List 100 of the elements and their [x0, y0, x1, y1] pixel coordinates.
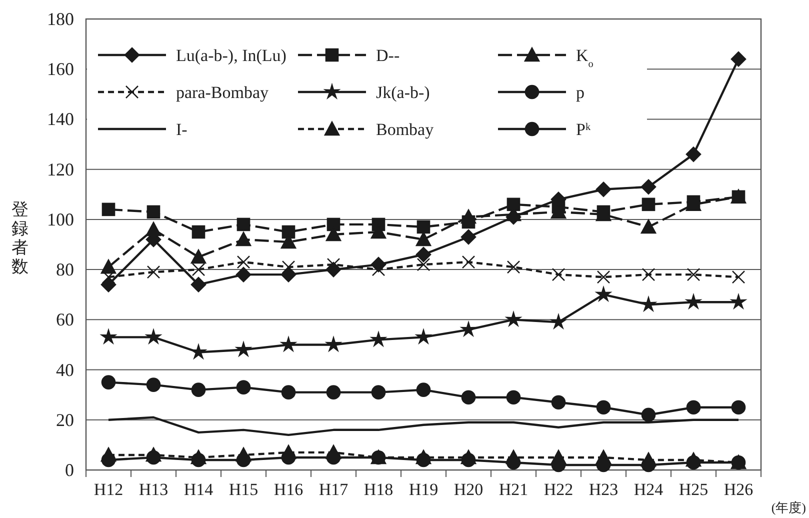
x-tick-label: H19: [408, 480, 438, 499]
legend-label: Jk(a-b-): [376, 83, 430, 102]
point: [236, 255, 250, 269]
point: [460, 209, 476, 224]
point: [236, 452, 251, 468]
y-tick-label: 60: [56, 310, 74, 330]
point: [686, 268, 700, 282]
point: [640, 179, 656, 195]
legend-label: D--: [376, 46, 400, 65]
point: [190, 344, 206, 359]
point: [462, 255, 476, 269]
point: [281, 385, 296, 400]
point: [642, 268, 656, 282]
legend-label: K$_{o}$: [576, 46, 594, 70]
point: [326, 450, 341, 465]
point: [191, 382, 206, 397]
x-tick-label: H23: [588, 480, 618, 499]
point: [596, 286, 612, 302]
point: [730, 294, 746, 309]
x-tick-label: H12: [94, 480, 124, 499]
point: [100, 329, 116, 344]
x-tick-label: H16: [274, 480, 304, 499]
x-tick-label: H25: [678, 480, 708, 499]
point: [146, 450, 161, 465]
y-tick-label: 80: [56, 260, 74, 280]
point: [506, 260, 520, 274]
x-tick-label: H13: [138, 480, 168, 499]
point: [506, 312, 522, 326]
x-tick-label: H21: [498, 480, 528, 499]
x-tick-label: H24: [634, 480, 664, 499]
point: [146, 205, 160, 219]
y-tick-label: 100: [47, 209, 74, 230]
x-tick-label: H22: [544, 480, 574, 499]
x-tick-label: H17: [318, 480, 349, 499]
point: [641, 408, 656, 422]
point: [596, 270, 610, 284]
point: [416, 246, 432, 262]
point: [192, 262, 206, 276]
point: [146, 222, 162, 236]
legend-label: P$^{k}$: [576, 120, 592, 139]
point: [282, 260, 296, 274]
point: [146, 329, 162, 344]
point: [236, 342, 252, 356]
point: [280, 336, 296, 352]
point: [190, 249, 206, 264]
y-tick-label: 40: [56, 360, 74, 380]
point: [686, 146, 702, 162]
point: [326, 385, 341, 400]
point: [100, 276, 116, 292]
point: [506, 390, 521, 404]
point: [416, 232, 432, 246]
y-tick-label: 120: [47, 159, 74, 180]
x-tick-label: H15: [228, 480, 258, 499]
x-axis-title: (年度): [771, 500, 806, 515]
point: [686, 294, 702, 309]
y-tick-label: 20: [56, 410, 74, 430]
point: [191, 452, 206, 468]
point: [236, 380, 251, 394]
x-tick-label: H14: [184, 480, 214, 499]
point: [370, 332, 386, 346]
point: [552, 268, 566, 282]
y-tick-label: 180: [47, 9, 74, 29]
x-tick-label: H18: [364, 480, 394, 499]
legend-label: Lu(a-b-), In(Lu): [176, 46, 286, 65]
point: [416, 452, 431, 468]
point: [416, 329, 432, 344]
point: [460, 322, 476, 336]
point: [460, 229, 476, 245]
point: [101, 375, 116, 390]
point: [732, 270, 746, 284]
point: [236, 218, 250, 232]
point: [731, 400, 746, 415]
point: [551, 395, 566, 410]
legend-label: I-: [176, 120, 188, 139]
x-tick-label: H20: [454, 480, 484, 499]
point: [146, 378, 161, 392]
point: [641, 458, 656, 472]
x-tick-label: H26: [724, 480, 754, 499]
point: [730, 51, 746, 67]
point: [236, 232, 252, 246]
point: [596, 182, 612, 198]
y-tick-label: 160: [47, 59, 74, 80]
point: [686, 400, 701, 415]
legend-label: Bombay: [376, 120, 434, 139]
point: [640, 296, 656, 312]
y-tick-label: 0: [65, 460, 74, 480]
legend-label: p: [576, 83, 584, 102]
point: [686, 455, 701, 470]
point: [596, 400, 611, 415]
legend-label: para-Bombay: [176, 83, 270, 102]
point: [640, 219, 656, 234]
point: [642, 198, 656, 212]
point: [416, 258, 430, 272]
point: [461, 452, 476, 468]
point: [326, 336, 342, 352]
point: [281, 450, 296, 465]
point: [192, 225, 206, 239]
y-tick-label: 140: [47, 109, 74, 130]
point: [506, 455, 521, 470]
point: [236, 266, 252, 282]
